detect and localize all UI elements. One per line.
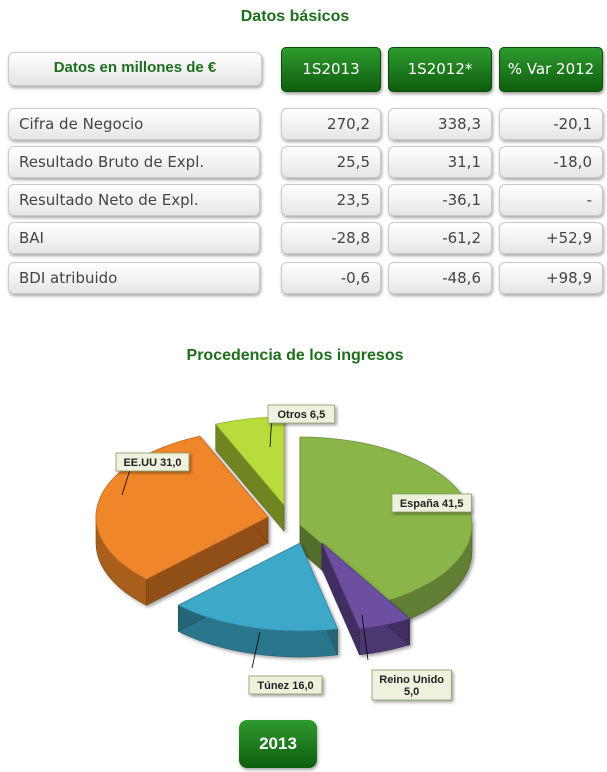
table-cell: +52,9 <box>499 222 603 254</box>
table-cell: 25,5 <box>281 146 381 178</box>
table-cell: -36,1 <box>388 184 492 216</box>
table-cell: -28,8 <box>281 222 381 254</box>
pie-slice-reino-unido <box>321 542 411 656</box>
data-label: Túnez 16,0 <box>248 675 323 695</box>
pie-slice-otros <box>214 416 285 532</box>
table-cell: -20,1 <box>499 108 603 140</box>
data-label-text: Otros 6,5 <box>278 409 326 421</box>
leader-line <box>251 631 261 669</box>
column-header-1s2012: 1S2012* <box>388 47 492 92</box>
table-cell: +98,9 <box>499 262 603 294</box>
data-label: EE.UU 31,0 <box>115 452 190 472</box>
leader-line <box>269 413 273 448</box>
table-cell: -61,2 <box>388 222 492 254</box>
pie-slice-t-nez <box>177 542 339 658</box>
data-label: España 41,5 <box>391 493 472 513</box>
table-row-label: Resultado Bruto de Expl. <box>8 146 260 178</box>
table-cell: -18,0 <box>499 146 603 178</box>
table-row-label: BDI atribuido <box>8 262 260 294</box>
table-cell: -0,6 <box>281 262 381 294</box>
table-row-label: BAI <box>8 222 260 254</box>
table-cell: 270,2 <box>281 108 381 140</box>
table-row-label: Resultado Neto de Expl. <box>8 184 260 216</box>
pie-slice-ee-uu <box>95 435 269 606</box>
data-label: Otros 6,5 <box>267 404 336 424</box>
table-cell: 31,1 <box>388 146 492 178</box>
year-badge: 2013 <box>239 720 317 768</box>
leader-line <box>121 459 134 496</box>
units-label: Datos en millones de € <box>8 52 262 86</box>
column-header-1s2013: 1S2013 <box>281 47 381 92</box>
chart-title: Procedencia de los ingresos <box>186 347 404 364</box>
data-label-text: España 41,5 <box>400 498 464 510</box>
table-cell: 23,5 <box>281 184 381 216</box>
data-label-text: Reino Unido <box>379 674 444 686</box>
table-row-label: Cifra de Negocio <box>8 108 260 140</box>
pie-slice-espa-a <box>299 436 473 628</box>
leader-line <box>361 614 369 661</box>
table-cell: 338,3 <box>388 108 492 140</box>
column-header-var-2012: % Var 2012 <box>499 47 603 92</box>
table-title: Datos básicos <box>240 8 350 25</box>
table-cell: - <box>499 184 603 216</box>
data-label-text: EE.UU 31,0 <box>123 457 181 469</box>
data-label-text: Túnez 16,0 <box>257 680 313 692</box>
table-cell: -48,6 <box>388 262 492 294</box>
data-label-text: 5,0 <box>404 686 419 698</box>
